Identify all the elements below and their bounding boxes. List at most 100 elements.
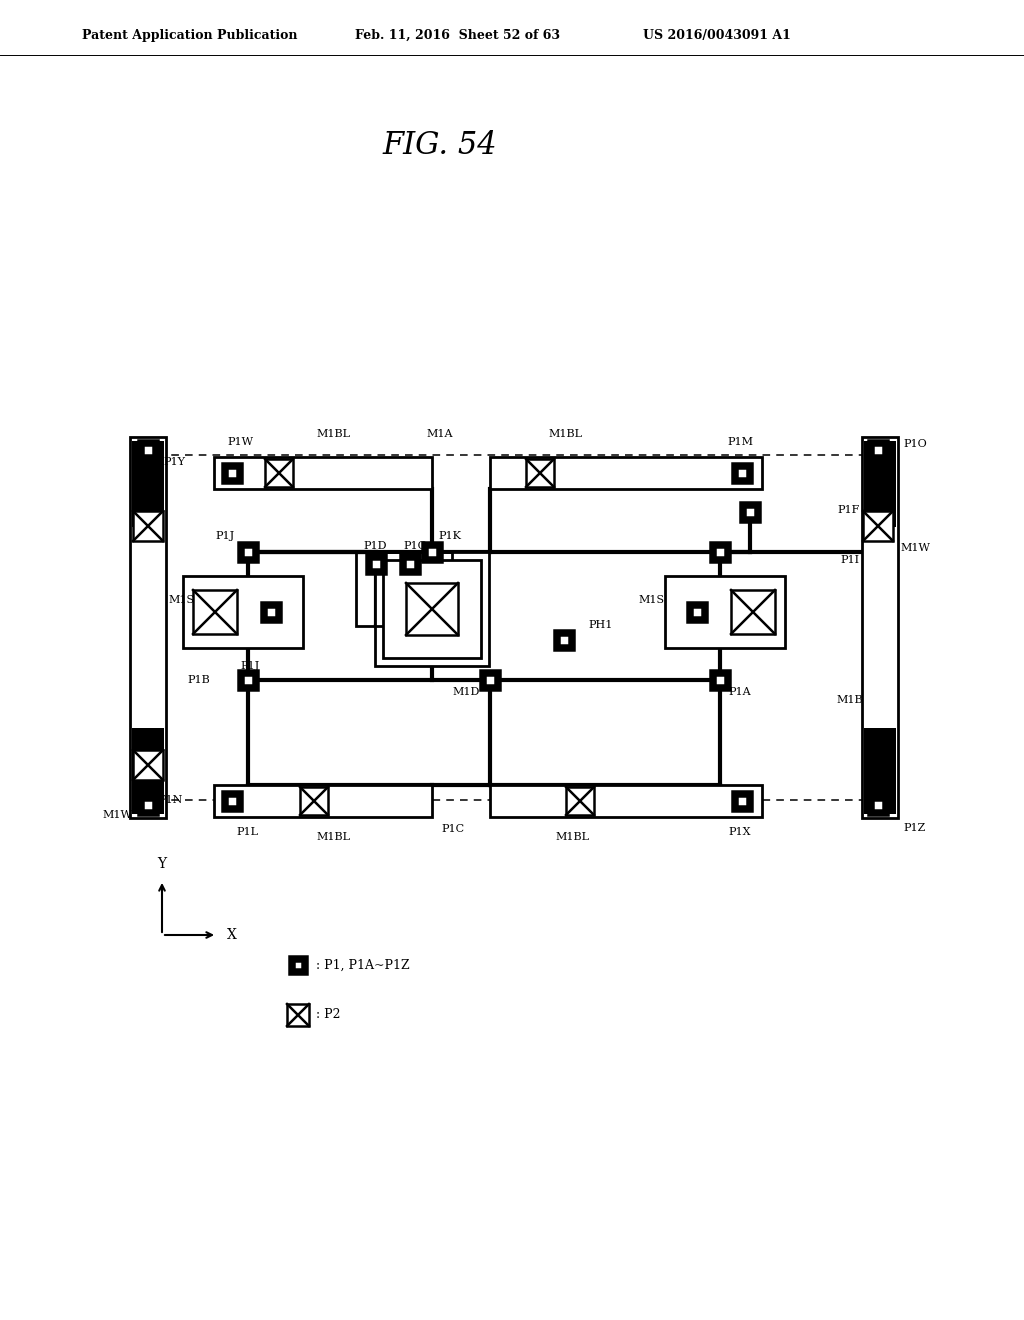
Bar — [559, 635, 568, 644]
Bar — [665, 576, 785, 648]
Bar — [183, 576, 303, 648]
Text: P1X: P1X — [729, 828, 752, 837]
Bar — [427, 548, 436, 557]
Text: P1Y: P1Y — [163, 457, 185, 467]
Text: P1A: P1A — [729, 686, 752, 697]
Bar — [238, 543, 258, 562]
Bar — [554, 630, 574, 649]
Text: P1F: P1F — [838, 506, 860, 515]
Bar — [143, 800, 153, 809]
Bar — [289, 956, 307, 974]
Bar — [868, 795, 888, 814]
Bar — [265, 459, 293, 487]
Text: M1S: M1S — [639, 595, 665, 605]
Text: P1J: P1J — [240, 661, 259, 671]
Text: Feb. 11, 2016  Sheet 52 of 63: Feb. 11, 2016 Sheet 52 of 63 — [355, 29, 560, 41]
Text: P1L: P1L — [236, 828, 258, 837]
Bar — [356, 552, 452, 626]
Bar — [873, 445, 883, 454]
Bar — [238, 671, 258, 690]
Bar — [873, 800, 883, 809]
Bar — [261, 602, 281, 622]
Text: P1Z: P1Z — [903, 822, 926, 833]
Bar — [227, 796, 237, 805]
Bar — [485, 676, 495, 685]
Bar — [737, 796, 746, 805]
Text: P1N: P1N — [159, 795, 183, 805]
Bar — [710, 671, 730, 690]
Text: : P2: : P2 — [316, 1008, 341, 1022]
Text: P1D: P1D — [364, 541, 387, 550]
Text: P1C: P1C — [441, 824, 465, 834]
Bar — [132, 441, 164, 527]
Bar — [740, 502, 760, 521]
Text: P1M: P1M — [727, 437, 753, 447]
Bar — [406, 560, 415, 569]
Text: P1J: P1J — [216, 531, 234, 541]
Bar — [566, 787, 594, 814]
Text: M1A: M1A — [427, 429, 454, 440]
Bar — [130, 437, 166, 818]
Bar — [133, 511, 163, 541]
Text: Y: Y — [158, 857, 167, 871]
Bar — [731, 590, 775, 634]
Bar — [266, 607, 275, 616]
Text: P1I: P1I — [841, 554, 860, 565]
Bar — [692, 607, 701, 616]
Text: M1W: M1W — [900, 543, 930, 553]
Bar — [862, 437, 898, 818]
Bar — [300, 787, 328, 814]
Bar — [406, 583, 458, 635]
Text: M1W: M1W — [102, 810, 132, 820]
Bar — [864, 441, 896, 527]
Bar — [214, 457, 432, 488]
Bar — [687, 602, 707, 622]
Bar — [490, 785, 762, 817]
Bar — [222, 791, 242, 810]
Text: X: X — [227, 928, 237, 942]
Bar — [864, 729, 896, 814]
Text: M1BL: M1BL — [316, 429, 350, 440]
Text: Patent Application Publication: Patent Application Publication — [82, 29, 298, 41]
Text: P1K: P1K — [438, 531, 462, 541]
Text: M1S: M1S — [169, 595, 195, 605]
Bar — [227, 469, 237, 478]
Text: PH1: PH1 — [588, 620, 612, 630]
Bar — [222, 463, 242, 483]
Text: M1B: M1B — [837, 696, 863, 705]
Bar — [366, 554, 386, 574]
Bar — [732, 463, 752, 483]
Bar — [716, 676, 725, 685]
Bar — [133, 750, 163, 780]
Text: US 2016/0043091 A1: US 2016/0043091 A1 — [643, 29, 791, 41]
Bar — [863, 511, 893, 541]
Bar — [490, 457, 762, 488]
Bar — [737, 469, 746, 478]
Bar — [132, 729, 164, 814]
Bar — [294, 961, 302, 969]
Bar — [710, 543, 730, 562]
Bar — [400, 554, 420, 574]
Text: : P1, P1A~P1Z: : P1, P1A~P1Z — [316, 958, 410, 972]
Text: M1BL: M1BL — [316, 832, 350, 842]
Bar — [422, 543, 442, 562]
Text: M1BL: M1BL — [555, 832, 589, 842]
Bar — [214, 785, 432, 817]
Text: FIG. 54: FIG. 54 — [383, 129, 498, 161]
Text: P1G: P1G — [403, 541, 427, 550]
Bar — [193, 590, 237, 634]
Bar — [732, 791, 752, 810]
Bar — [372, 560, 381, 569]
Bar — [244, 548, 253, 557]
Text: P1W: P1W — [227, 437, 253, 447]
Bar — [138, 795, 158, 814]
Text: M1D: M1D — [453, 686, 480, 697]
Bar — [383, 560, 481, 657]
Bar — [143, 445, 153, 454]
Bar — [868, 440, 888, 459]
Bar — [526, 459, 554, 487]
Bar — [480, 671, 500, 690]
Bar — [745, 507, 755, 516]
Text: M1BL: M1BL — [548, 429, 582, 440]
Bar — [716, 548, 725, 557]
